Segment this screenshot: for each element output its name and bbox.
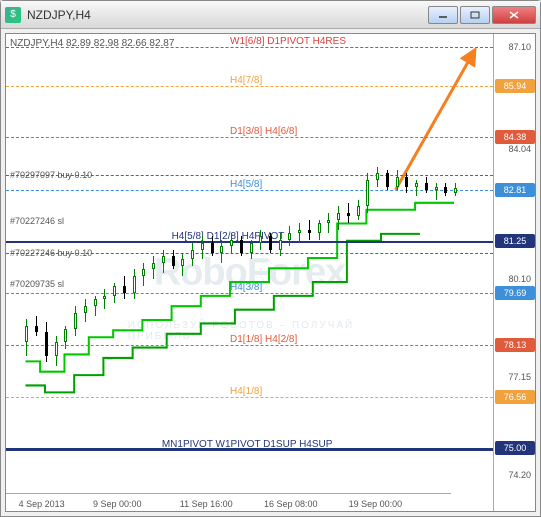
y-tick-label: 74.20 — [508, 470, 531, 480]
price-tag: 82.81 — [495, 183, 535, 197]
y-axis: 74.20 75.00 76.56 77.15 78.13 79.69 80.10 81.25… — [493, 34, 535, 511]
x-tick-label: 19 Sep 00:00 — [349, 499, 403, 509]
y-tick-label: 77.15 — [508, 372, 531, 382]
titlebar[interactable]: $ NZDJPY,H4 — [1, 1, 540, 29]
order-label: #70209735 sl — [10, 279, 64, 289]
murrey-level-line: H4[5/8] — [6, 190, 493, 191]
price-tag: 78.13 — [495, 338, 535, 352]
order-label: #70227246 buy 0.10 — [10, 248, 92, 258]
murrey-level-line: MN1PIVOT W1PIVOT D1SUP H4SUP — [6, 448, 493, 451]
order-label: #70227246 sl — [10, 216, 64, 226]
price-tag: 75.00 — [495, 441, 535, 455]
price-tag: 85.94 — [495, 79, 535, 93]
level-label: H4[7/8] — [230, 75, 262, 86]
y-tick-label: 80.10 — [508, 274, 531, 284]
app-icon: $ — [5, 7, 21, 23]
close-value: 82.87 — [149, 38, 174, 49]
level-label: D1[3/8] H4[6/8] — [230, 126, 297, 137]
level-label: MN1PIVOT W1PIVOT D1SUP H4SUP — [162, 439, 333, 450]
chart-window: $ NZDJPY,H4 RoboForex ИСПОЛЬЗУЙ РОБОТОВ … — [0, 0, 541, 517]
level-label: H4[5/8] D1[2/8] H4PIVOT — [172, 231, 285, 242]
level-label: H4[1/8] — [230, 386, 262, 397]
minimize-button[interactable] — [428, 6, 458, 24]
murrey-level-line: H4[3/8] — [6, 293, 493, 294]
open-value: 82.89 — [66, 38, 91, 49]
window-title: NZDJPY,H4 — [27, 8, 426, 22]
chart-container: RoboForex ИСПОЛЬЗУЙ РОБОТОВ – ПОЛУЧАЙ ПР… — [5, 33, 536, 512]
murrey-level-line: D1[1/8] H4[2/8] — [6, 345, 493, 346]
close-button[interactable] — [492, 6, 536, 24]
ohlc-info: NZDJPY,H4 82.89 82.98 82.66 82.87 — [10, 38, 174, 49]
maximize-button[interactable] — [460, 6, 490, 24]
price-tag: 79.69 — [495, 286, 535, 300]
x-axis: 4 Sep 2013 9 Sep 00:00 11 Sep 16:00 16 Sep … — [6, 493, 451, 511]
x-tick-label: 16 Sep 08:00 — [264, 499, 318, 509]
level-label: W1[6/8] D1PIVOT H4RES — [230, 36, 346, 47]
forecast-arrow — [396, 52, 474, 189]
level-label: D1[1/8] H4[2/8] — [230, 334, 297, 345]
low-value: 82.66 — [122, 38, 147, 49]
y-tick-label: 87.10 — [508, 42, 531, 52]
y-tick-label: 84.04 — [508, 144, 531, 154]
x-tick-label: 9 Sep 00:00 — [93, 499, 142, 509]
chart-area[interactable]: RoboForex ИСПОЛЬЗУЙ РОБОТОВ – ПОЛУЧАЙ ПР… — [6, 34, 493, 511]
symbol-label: NZDJPY,H4 — [10, 38, 63, 49]
murrey-level-line: D1[3/8] H4[6/8] — [6, 137, 493, 138]
price-tag: 81.25 — [495, 234, 535, 248]
high-value: 82.98 — [94, 38, 119, 49]
price-tag: 84.38 — [495, 130, 535, 144]
level-label: H4[5/8] — [230, 179, 262, 190]
level-label: H4[3/8] — [230, 282, 262, 293]
x-tick-label: 11 Sep 16:00 — [180, 499, 233, 509]
price-tag: 76.56 — [495, 390, 535, 404]
murrey-level-line: H4[1/8] — [6, 397, 493, 398]
x-tick-label: 4 Sep 2013 — [19, 499, 65, 509]
murrey-level-line: H4[7/8] — [6, 86, 493, 87]
order-label: #70297097 buy 0.10 — [10, 170, 92, 180]
